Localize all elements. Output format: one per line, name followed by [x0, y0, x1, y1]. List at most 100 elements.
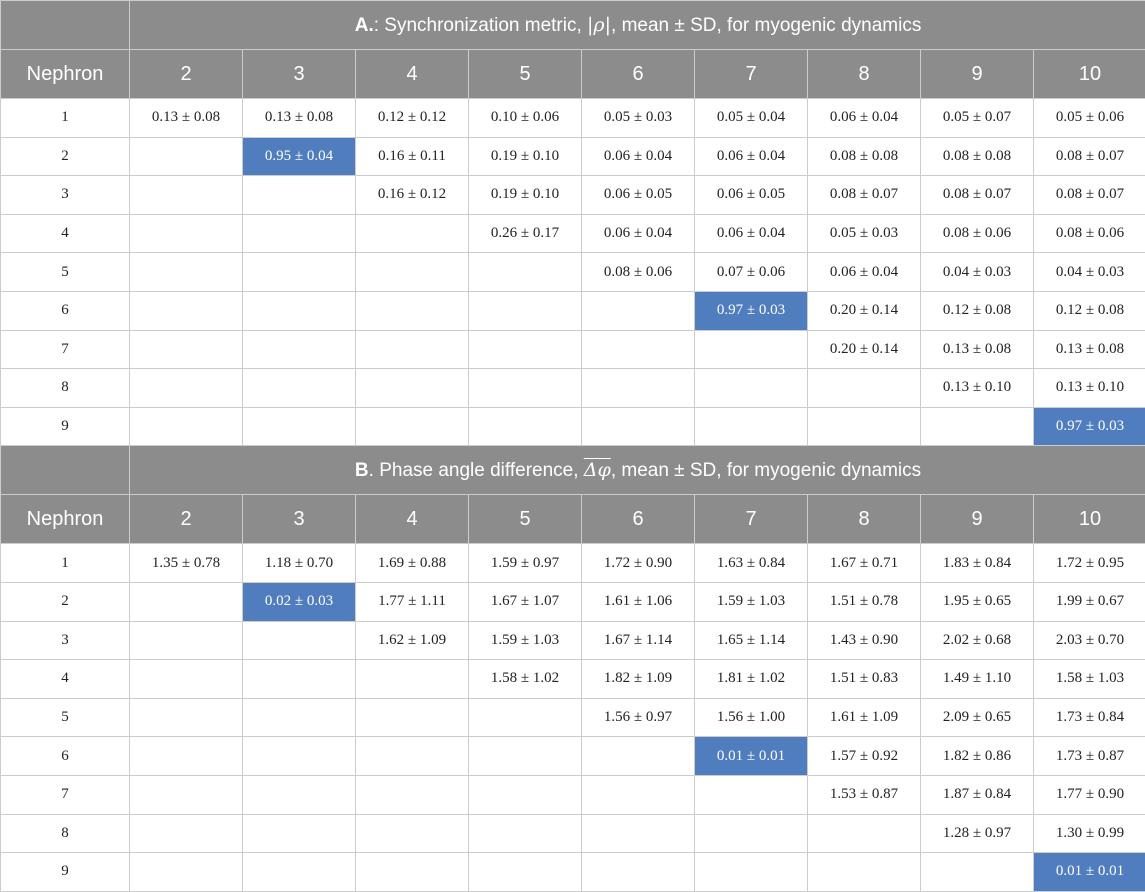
column-header: 8 — [808, 495, 921, 544]
column-header: 7 — [695, 50, 808, 99]
table-cell: 2.02 ± 0.68 — [921, 621, 1034, 660]
panel_b-letter: B — [355, 460, 369, 481]
table-cell — [921, 853, 1034, 892]
table-cell: 0.08 ± 0.07 — [1034, 137, 1145, 176]
table-cell: 1.56 ± 0.97 — [582, 698, 695, 737]
table-cell: 1.59 ± 1.03 — [469, 621, 582, 660]
table-cell — [243, 814, 356, 853]
row-label: 8 — [1, 814, 130, 853]
row-label: 9 — [1, 853, 130, 892]
table-cell: 1.18 ± 0.70 — [243, 544, 356, 583]
table-cell — [469, 407, 582, 446]
table-cell: 0.06 ± 0.04 — [808, 99, 921, 138]
panel_a-title-row: A.: Synchronization metric, |ρ|, mean ± … — [1, 1, 1145, 50]
table-cell: 1.58 ± 1.02 — [469, 660, 582, 699]
table-cell: 1.73 ± 0.84 — [1034, 698, 1145, 737]
highlighted-cell: 0.01 ± 0.01 — [695, 737, 808, 776]
table-cell: 0.13 ± 0.08 — [1034, 330, 1145, 369]
table-cell — [356, 814, 469, 853]
table-cell: 1.87 ± 0.84 — [921, 775, 1034, 814]
row-label: 8 — [1, 369, 130, 408]
table-cell: 1.43 ± 0.90 — [808, 621, 921, 660]
table-cell: 1.82 ± 0.86 — [921, 737, 1034, 776]
table-cell: 0.06 ± 0.04 — [695, 137, 808, 176]
table-cell — [130, 814, 243, 853]
table-cell: 2.03 ± 0.70 — [1034, 621, 1145, 660]
table-cell: 1.53 ± 0.87 — [808, 775, 921, 814]
table-cell: 1.73 ± 0.87 — [1034, 737, 1145, 776]
table-cell: 1.51 ± 0.78 — [808, 582, 921, 621]
table-cell: 0.26 ± 0.17 — [469, 214, 582, 253]
table-cell: 1.58 ± 1.03 — [1034, 660, 1145, 699]
table-cell — [243, 698, 356, 737]
table-cell: 0.08 ± 0.07 — [1034, 176, 1145, 215]
panel_a-symbol: |ρ| — [587, 14, 611, 36]
panel_a-title: A.: Synchronization metric, |ρ|, mean ± … — [130, 1, 1145, 50]
table-cell — [130, 660, 243, 699]
table-cell — [243, 775, 356, 814]
table-cell: 0.06 ± 0.05 — [695, 176, 808, 215]
table-cell — [130, 137, 243, 176]
row-header-label: Nephron — [1, 495, 130, 544]
table-cell — [356, 698, 469, 737]
table-cell: 1.56 ± 1.00 — [695, 698, 808, 737]
table-cell — [130, 737, 243, 776]
table-cell: 0.06 ± 0.04 — [582, 137, 695, 176]
panel_b-title-corner — [1, 446, 130, 495]
table-cell: 1.82 ± 1.09 — [582, 660, 695, 699]
column-header: 6 — [582, 50, 695, 99]
column-header: 3 — [243, 495, 356, 544]
table-cell: 1.35 ± 0.78 — [130, 544, 243, 583]
table-cell: 1.59 ± 1.03 — [695, 582, 808, 621]
table-cell — [243, 660, 356, 699]
table-cell: 1.95 ± 0.65 — [921, 582, 1034, 621]
table-cell: 1.81 ± 1.02 — [695, 660, 808, 699]
table-cell: 0.19 ± 0.10 — [469, 137, 582, 176]
table-cell: 0.08 ± 0.06 — [582, 253, 695, 292]
table-cell — [808, 853, 921, 892]
table-cell: 0.19 ± 0.10 — [469, 176, 582, 215]
panel_b-title-row: B. Phase angle difference, Δφ, mean ± SD… — [1, 446, 1145, 495]
table-cell: 0.06 ± 0.04 — [695, 214, 808, 253]
panel_b-title-text: . Phase angle difference, — [369, 460, 584, 481]
table-cell: 1.61 ± 1.09 — [808, 698, 921, 737]
row-label: 2 — [1, 137, 130, 176]
row-label: 7 — [1, 775, 130, 814]
table-cell — [469, 853, 582, 892]
column-header: 8 — [808, 50, 921, 99]
table-cell — [469, 698, 582, 737]
table-cell — [243, 214, 356, 253]
table-cell — [582, 291, 695, 330]
table-cell: 0.13 ± 0.10 — [921, 369, 1034, 408]
table-cell: 0.07 ± 0.06 — [695, 253, 808, 292]
row-label: 7 — [1, 330, 130, 369]
table-cell: 1.72 ± 0.90 — [582, 544, 695, 583]
table-cell: 0.13 ± 0.08 — [130, 99, 243, 138]
column-header: 10 — [1034, 495, 1145, 544]
table-cell — [130, 582, 243, 621]
table-cell: 0.05 ± 0.06 — [1034, 99, 1145, 138]
table-cell: 0.16 ± 0.12 — [356, 176, 469, 215]
table-cell: 1.49 ± 1.10 — [921, 660, 1034, 699]
table-cell: 1.28 ± 0.97 — [921, 814, 1034, 853]
table-cell — [243, 737, 356, 776]
table-cell: 0.05 ± 0.07 — [921, 99, 1034, 138]
table-cell — [469, 330, 582, 369]
row-label: 5 — [1, 253, 130, 292]
table-cell — [243, 369, 356, 408]
column-header: 10 — [1034, 50, 1145, 99]
table-cell: 0.06 ± 0.04 — [582, 214, 695, 253]
panel_b-title: B. Phase angle difference, Δφ, mean ± SD… — [130, 446, 1145, 495]
table-cell — [243, 621, 356, 660]
column-header: 3 — [243, 50, 356, 99]
table-cell — [356, 853, 469, 892]
table-cell — [130, 214, 243, 253]
column-header: 9 — [921, 50, 1034, 99]
table-cell — [130, 176, 243, 215]
table-cell: 0.05 ± 0.03 — [808, 214, 921, 253]
